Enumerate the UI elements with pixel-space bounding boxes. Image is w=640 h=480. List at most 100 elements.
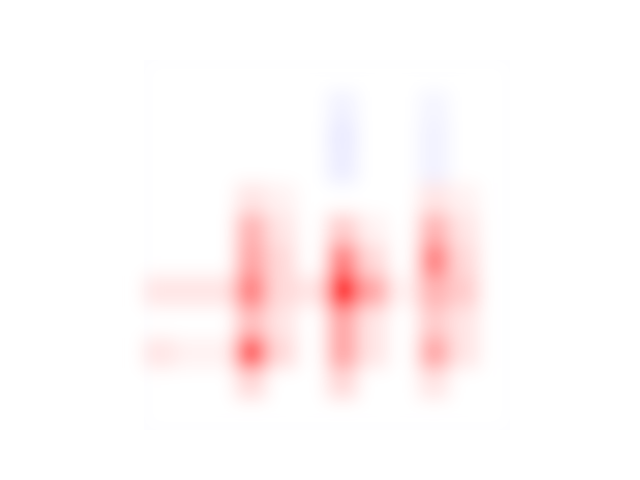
heatmap-cell bbox=[235, 152, 267, 184]
heatmap-cell bbox=[327, 399, 358, 431]
heatmap-cell bbox=[357, 121, 389, 153]
heatmap-cell bbox=[418, 183, 450, 215]
heatmap-cell bbox=[327, 245, 358, 277]
heatmap-cell bbox=[449, 275, 480, 308]
heatmap-cell bbox=[144, 306, 175, 338]
heatmap-cell bbox=[235, 399, 267, 431]
heatmap-cell bbox=[144, 275, 175, 308]
heatmap-cell bbox=[418, 60, 450, 92]
heatmap-cell bbox=[266, 245, 297, 277]
heatmap-cell bbox=[418, 121, 450, 153]
heatmap-cell bbox=[418, 245, 450, 277]
heatmap-cell bbox=[418, 368, 450, 400]
heatmap-cell bbox=[205, 337, 236, 369]
heatmap-cell bbox=[388, 337, 419, 369]
heatmap-cell bbox=[479, 90, 511, 123]
heatmap-cell bbox=[388, 306, 419, 338]
heatmap-cell bbox=[479, 275, 511, 308]
heatmap-cell bbox=[327, 121, 358, 153]
heatmap-cell bbox=[449, 337, 480, 369]
heatmap-cell bbox=[235, 60, 267, 92]
heatmap-cell bbox=[174, 306, 206, 338]
heatmap-cell bbox=[235, 306, 267, 338]
heatmap-cell bbox=[327, 214, 358, 246]
heatmap-cell bbox=[144, 90, 175, 123]
heatmap-cell bbox=[174, 368, 206, 400]
heatmap-cell bbox=[479, 214, 511, 246]
heatmap-cell bbox=[296, 306, 328, 338]
heatmap-cell bbox=[388, 399, 419, 431]
heatmap-cell bbox=[449, 245, 480, 277]
heatmap-cell bbox=[479, 337, 511, 369]
heatmap-cell bbox=[357, 306, 389, 338]
heatmap-cell bbox=[144, 245, 175, 277]
heatmap-cell bbox=[205, 152, 236, 184]
heatmap-cell bbox=[296, 245, 328, 277]
heatmap-cell bbox=[388, 214, 419, 246]
heatmap-cell bbox=[479, 306, 511, 338]
heatmap-cell bbox=[357, 337, 389, 369]
heatmap-cell bbox=[174, 90, 206, 123]
heatmap-cell bbox=[449, 121, 480, 153]
heatmap-cell bbox=[296, 121, 328, 153]
heatmap-cell bbox=[235, 90, 267, 123]
heatmap-cell bbox=[266, 152, 297, 184]
heatmap-cell bbox=[479, 183, 511, 215]
heatmap-cell bbox=[266, 399, 297, 431]
heatmap-cell bbox=[205, 90, 236, 123]
heatmap-cell bbox=[174, 399, 206, 431]
heatmap-cell bbox=[235, 275, 267, 308]
heatmap-cell bbox=[479, 399, 511, 431]
heatmap-cell bbox=[327, 306, 358, 338]
heatmap-cell bbox=[418, 337, 450, 369]
heatmap-cell bbox=[388, 245, 419, 277]
heatmap-cell bbox=[205, 245, 236, 277]
heatmap-cell bbox=[235, 245, 267, 277]
heatmap-cell bbox=[266, 183, 297, 215]
heatmap-cell bbox=[144, 368, 175, 400]
heatmap-cell bbox=[174, 275, 206, 308]
heatmap-cell bbox=[296, 399, 328, 431]
heatmap-cells bbox=[144, 60, 511, 431]
heatmap-cell bbox=[205, 306, 236, 338]
heatmap-cell bbox=[266, 214, 297, 246]
heatmap-cell bbox=[205, 214, 236, 246]
heatmap-cell bbox=[174, 337, 206, 369]
heatmap-cell bbox=[144, 337, 175, 369]
heatmap-cell bbox=[144, 214, 175, 246]
heatmap-cell bbox=[418, 214, 450, 246]
heatmap-cell bbox=[266, 90, 297, 123]
heatmap-cell bbox=[449, 306, 480, 338]
heatmap-cell bbox=[357, 90, 389, 123]
heatmap-cell bbox=[296, 183, 328, 215]
heatmap-cell bbox=[205, 121, 236, 153]
heatmap-cell bbox=[174, 214, 206, 246]
heatmap-cell bbox=[479, 60, 511, 92]
heatmap-cell bbox=[205, 275, 236, 308]
heatmap-cell bbox=[418, 399, 450, 431]
heatmap-cell bbox=[296, 337, 328, 369]
heatmap-cell bbox=[357, 275, 389, 308]
heatmap-cell bbox=[327, 275, 358, 308]
heatmap-cell bbox=[388, 121, 419, 153]
heatmap-cell bbox=[266, 337, 297, 369]
heatmap-cell bbox=[449, 399, 480, 431]
heatmap-cell bbox=[357, 183, 389, 215]
heatmap-cell bbox=[479, 245, 511, 277]
heatmap-cell bbox=[296, 60, 328, 92]
heatmap-cell bbox=[479, 368, 511, 400]
heatmap-cell bbox=[418, 306, 450, 338]
heatmap-cell bbox=[235, 121, 267, 153]
heatmap-cell bbox=[449, 152, 480, 184]
heatmap-cell bbox=[327, 90, 358, 123]
heatmap-cell bbox=[357, 214, 389, 246]
heatmap-cell bbox=[357, 399, 389, 431]
heatmap-cell bbox=[235, 183, 267, 215]
heatmap-cell bbox=[357, 245, 389, 277]
heatmap-cell bbox=[296, 275, 328, 308]
heatmap-cell bbox=[449, 90, 480, 123]
heatmap-cell bbox=[327, 368, 358, 400]
heatmap-cell bbox=[327, 152, 358, 184]
